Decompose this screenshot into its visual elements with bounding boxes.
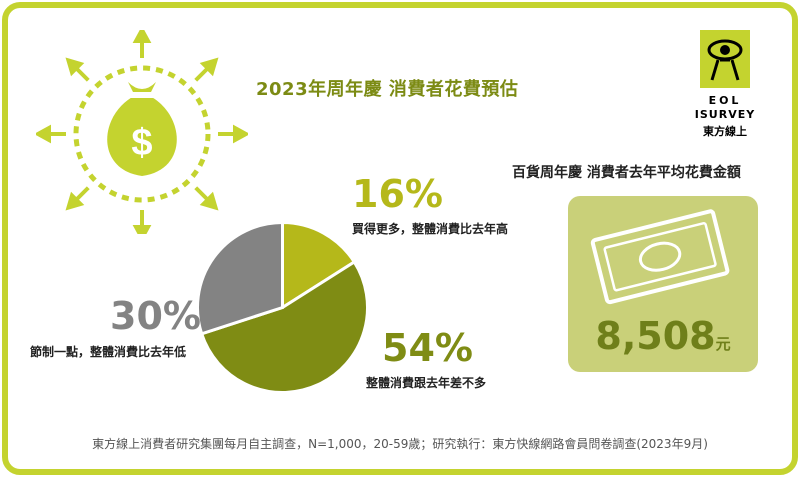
- eol-isurvey-logo: EOL ISURVEY 東方線上: [688, 30, 768, 138]
- svg-text:$: $: [131, 122, 152, 164]
- average-spend-panel: 8,508元: [568, 196, 758, 372]
- logo-text-company: 東方線上: [703, 125, 747, 138]
- legend-more: 買得更多，整體消費比去年高: [352, 222, 509, 236]
- average-spend-title: 百貨周年慶 消費者去年平均花費金額: [512, 165, 741, 181]
- spending-pie-chart: [196, 220, 369, 394]
- amount-unit: 元: [715, 335, 731, 353]
- source-footnote: 東方線上消費者研究集團每月自主調查，N=1,000，20-59歲；研究執行：東方…: [92, 437, 708, 451]
- banknote-icon: [590, 209, 730, 305]
- pct-label-less: 30%: [110, 294, 201, 338]
- pie-slice-less: [196, 220, 284, 336]
- eye-logo-icon: [700, 30, 750, 88]
- pct-label-same: 54%: [382, 326, 473, 370]
- average-spend-amount: 8,508元: [568, 314, 758, 358]
- amount-value: 8,508: [595, 314, 716, 358]
- money-bag-icon: $: [36, 30, 248, 234]
- logo-text-eol: EOL: [708, 94, 742, 107]
- pie-slice-same: [199, 259, 369, 394]
- logo-text-isurvey: ISURVEY: [694, 108, 756, 121]
- legend-same: 整體消費跟去年差不多: [366, 376, 487, 390]
- page-title: 2023年周年慶 消費者花費預估: [256, 79, 519, 100]
- pie-slice-more: [281, 220, 357, 311]
- pct-label-more: 16%: [352, 172, 443, 216]
- legend-less: 節制一點，整體消費比去年低: [30, 345, 187, 359]
